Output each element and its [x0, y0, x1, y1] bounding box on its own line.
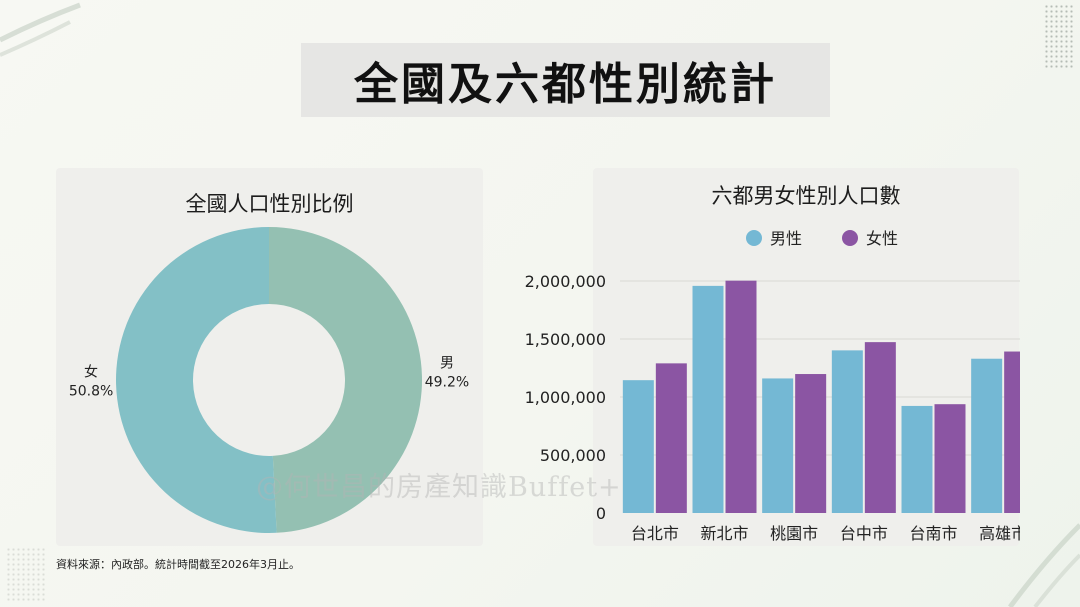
pie-slice-value-label: 49.2%	[425, 375, 469, 391]
bar-male	[692, 285, 724, 513]
pie-chart-title: 全國人口性別比例	[185, 192, 354, 216]
bar-male	[901, 405, 933, 513]
bar-male	[622, 380, 654, 513]
decorative-dots	[1044, 4, 1074, 70]
y-tick-label: 1,500,000	[525, 330, 606, 349]
pie-slice-value-label: 50.8%	[69, 383, 113, 399]
bar-male	[762, 378, 794, 513]
bar-chart: 男性 女性 0 500,000 1,000,000 1,500,000 2,000,000 台…	[525, 229, 1020, 543]
pie-slice-male	[269, 227, 422, 533]
x-tick-label: 新北市	[700, 524, 748, 543]
y-tick-label: 1,000,000	[525, 388, 606, 407]
chart-legend: 男性 女性	[746, 229, 898, 248]
bar-female	[934, 404, 966, 513]
bar-female	[1004, 351, 1020, 513]
x-tick-label: 高雄市	[979, 524, 1020, 543]
legend-label: 男性	[770, 229, 802, 248]
y-tick-label: 0	[596, 504, 606, 523]
x-tick-label: 桃園市	[770, 524, 818, 543]
bar-male	[831, 350, 863, 513]
pie-slice-female	[115, 227, 277, 533]
pie-slice-label: 男	[440, 356, 454, 372]
decorative-leaf-strokes	[0, 2, 81, 57]
x-tick-label: 台南市	[909, 524, 957, 543]
x-tick-label: 台北市	[631, 524, 679, 543]
legend-label: 女性	[866, 229, 898, 248]
pie-chart-panel: 全國人口性別比例 男 49.2% 女 50.8%	[56, 168, 483, 546]
bar-female	[725, 280, 757, 513]
legend-swatch-male	[746, 230, 762, 246]
y-tick-label: 500,000	[540, 446, 606, 465]
x-tick-label: 台中市	[840, 524, 888, 543]
pie-slice-label: 女	[84, 363, 98, 380]
page-title: 全國及六都性別統計	[354, 59, 777, 110]
y-tick-label: 2,000,000	[525, 272, 606, 291]
source-note: 資料來源：內政部。統計時間截至2026年3月止。	[56, 558, 300, 571]
bar-chart-title: 六都男女性別人口數	[711, 184, 901, 208]
bar-female	[655, 363, 687, 513]
pie-chart: 男 49.2% 女 50.8%	[69, 227, 469, 533]
bar-female	[795, 374, 827, 513]
bar-male	[971, 358, 1003, 513]
page-title-box: 全國及六都性別統計	[301, 43, 830, 117]
decorative-leaf-strokes	[1007, 523, 1080, 607]
decorative-dots	[6, 547, 46, 603]
bar-female	[864, 342, 896, 513]
legend-swatch-female	[842, 230, 858, 246]
